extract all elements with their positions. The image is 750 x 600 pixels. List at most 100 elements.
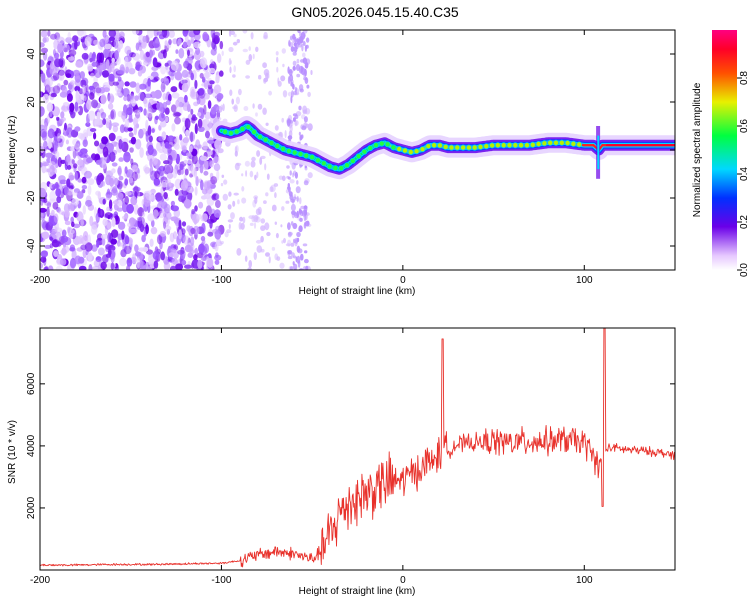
noise-blob-sparse (266, 173, 270, 180)
noise-blob (191, 259, 200, 269)
noise-stripe-blob (287, 183, 290, 188)
noise-blob (207, 231, 214, 237)
noise-blob-sparse (259, 157, 263, 165)
noise-blob (111, 229, 119, 239)
noise-blob (125, 169, 134, 178)
noise-stripe-blob (292, 51, 297, 56)
noise-blob (68, 204, 76, 210)
noise-blob (67, 226, 71, 234)
noise-blob (50, 33, 57, 40)
noise-blob (202, 160, 209, 171)
noise-blob-sparse (233, 33, 237, 38)
noise-blob (171, 92, 180, 99)
noise-blob (114, 50, 119, 60)
noise-blob-sparse (253, 222, 257, 229)
noise-blob (54, 150, 60, 159)
noise-stripe-blob (287, 222, 291, 231)
noise-blob (147, 30, 154, 39)
noise-blob (168, 69, 176, 77)
noise-stripe-blob (304, 250, 308, 254)
noise-blob (41, 47, 48, 54)
noise-blob-sparse (256, 171, 259, 179)
noise-blob (52, 201, 59, 210)
noise-blob (149, 171, 153, 177)
noise-blob-sparse (289, 179, 295, 184)
noise-blob (53, 250, 59, 257)
noise-blob (173, 142, 177, 149)
noise-blob-sparse (219, 240, 224, 245)
noise-blob (203, 243, 209, 254)
noise-blob (183, 235, 190, 245)
noise-stripe-blob (296, 231, 301, 238)
noise-blob (126, 49, 132, 57)
noise-stripe-blob (292, 261, 295, 266)
noise-stripe-blob (293, 238, 296, 244)
noise-blob (44, 36, 49, 43)
noise-blob-sparse (281, 117, 285, 123)
noise-blob (41, 231, 50, 240)
noise-blob (156, 102, 164, 111)
noise-blob (113, 177, 119, 186)
ridge-bead (338, 165, 345, 172)
noise-blob (129, 147, 134, 153)
noise-blob (88, 110, 96, 121)
ridge-bead (436, 142, 443, 149)
noise-blob-sparse (283, 237, 286, 244)
noise-blob (105, 244, 112, 250)
noise-blob (190, 227, 196, 235)
noise-blob (134, 244, 139, 253)
ridge-bead (355, 153, 362, 160)
noise-blob (62, 43, 70, 53)
noise-blob (170, 60, 179, 72)
noise-blob (131, 30, 140, 35)
noise-stripe-blob (289, 170, 292, 176)
noise-blob (61, 104, 66, 111)
noise-blob (46, 206, 50, 217)
snr-x-ticks: -200 -100 0 100 (30, 328, 593, 586)
ridge-bead (454, 144, 461, 151)
noise-blob (40, 30, 48, 38)
noise-blob (203, 93, 210, 100)
noise-blob-sparse (224, 231, 229, 238)
noise-blob (144, 167, 151, 174)
noise-blob (138, 91, 145, 101)
noise-blob-sparse (281, 240, 284, 244)
noise-blob (46, 202, 52, 208)
noise-blob (124, 81, 130, 87)
noise-blob (105, 59, 110, 70)
noise-blob (204, 118, 210, 125)
noise-blob (100, 261, 107, 270)
ridge-bead (570, 140, 577, 147)
noise-stripe-blob (292, 65, 296, 71)
noise-blob (102, 146, 109, 158)
noise-blob-sparse (233, 192, 239, 196)
noise-blob (170, 104, 177, 113)
noise-stripe-blob (294, 86, 298, 93)
snr-y-tick-label: 6000 (26, 372, 37, 395)
noise-blob (148, 194, 156, 202)
noise-stripe-blob (287, 255, 293, 260)
noise-blob (68, 49, 77, 57)
noise-blob (90, 99, 99, 109)
noise-blob-sparse (232, 200, 236, 207)
noise-blob (117, 76, 122, 82)
noise-blob (65, 37, 73, 44)
ridge-bead (431, 142, 438, 149)
noise-stripe-blob (304, 220, 310, 227)
noise-blob (111, 217, 116, 228)
noise-blob-sparse (250, 160, 256, 168)
noise-blob (153, 76, 160, 82)
noise-blob-sparse (229, 89, 233, 96)
noise-blob (178, 219, 182, 230)
noise-blob (185, 129, 190, 137)
noise-stripe-blob (304, 258, 309, 264)
noise-blob (193, 254, 198, 261)
noise-blob (200, 256, 208, 261)
noise-blob (124, 178, 129, 186)
noise-blob (146, 108, 153, 118)
noise-blob-sparse (237, 199, 240, 205)
noise-blob (74, 79, 82, 87)
noise-blob (145, 51, 150, 58)
noise-blob (147, 144, 154, 156)
noise-blob (84, 242, 93, 252)
